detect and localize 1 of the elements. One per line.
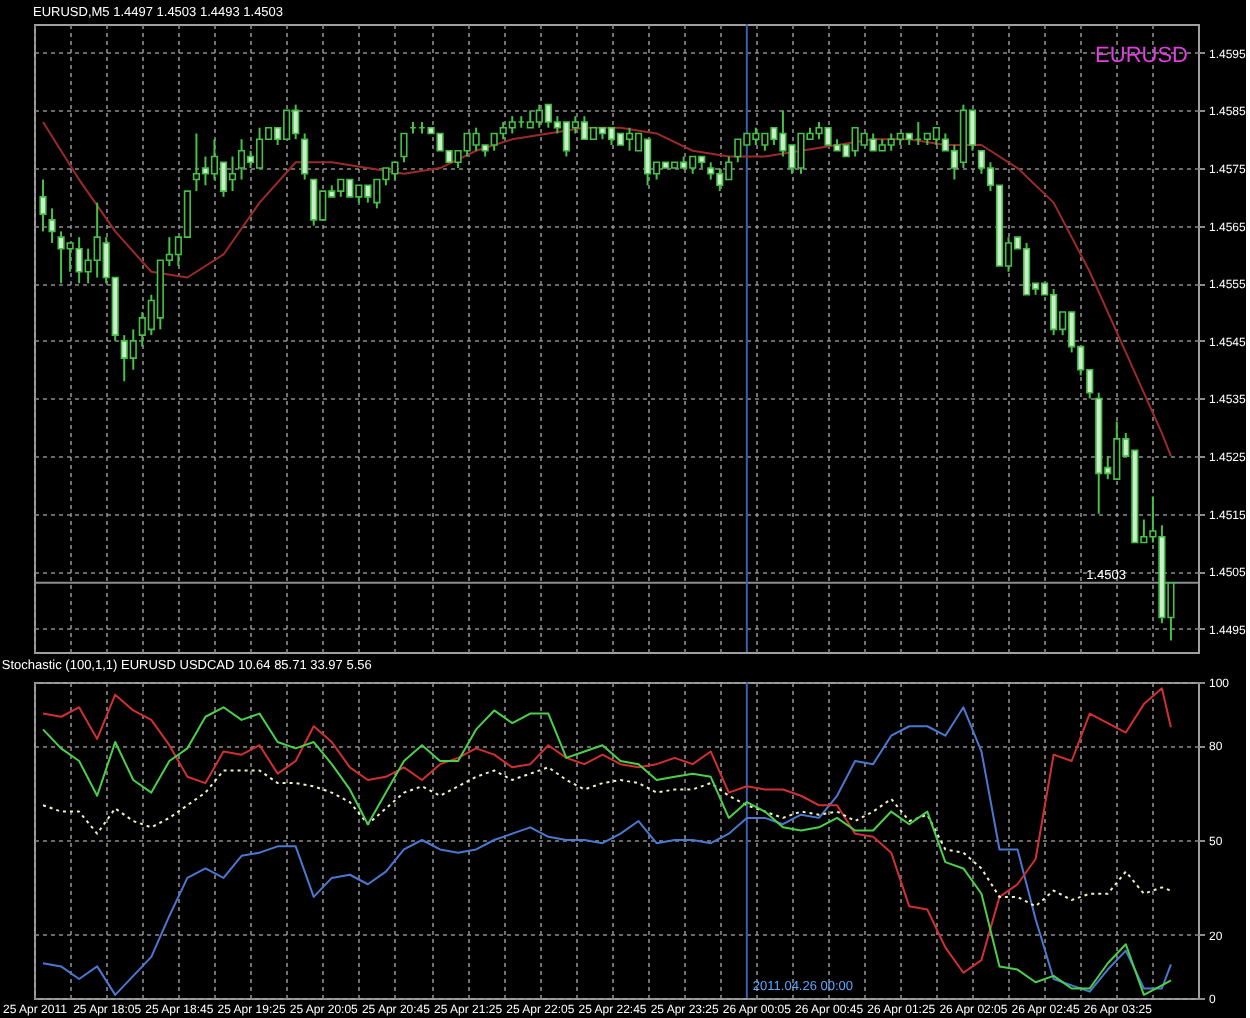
annotation: EURUSD (1095, 44, 1189, 68)
